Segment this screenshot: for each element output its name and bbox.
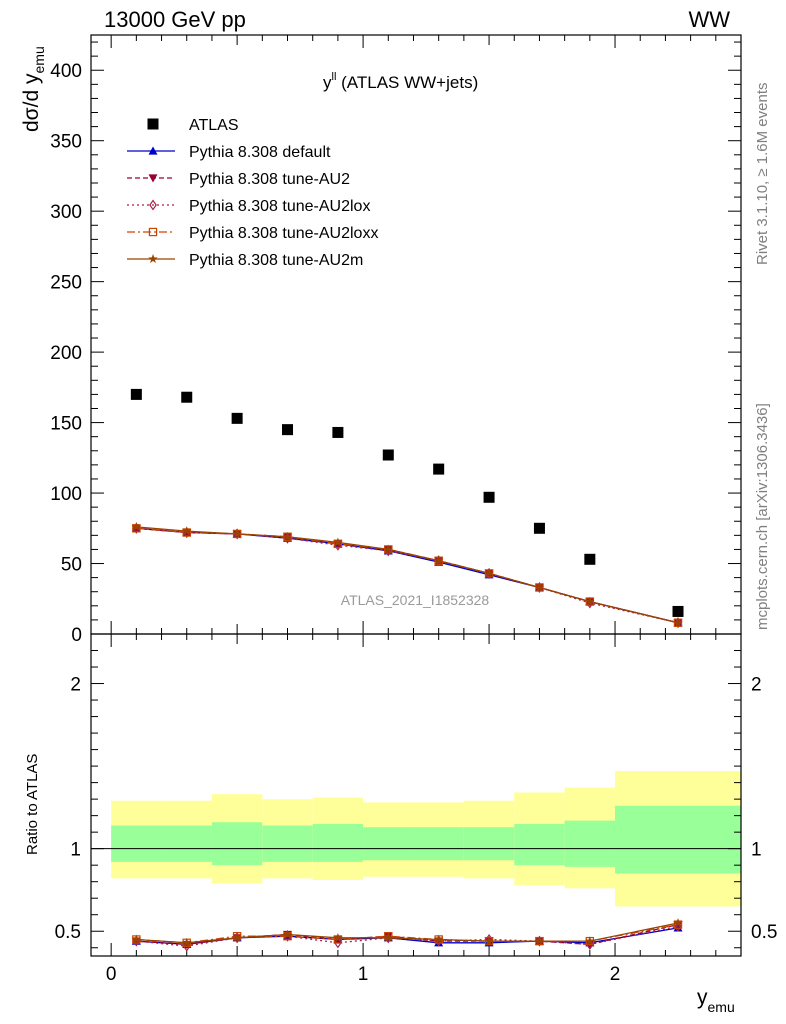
legend-marker-4 — [148, 227, 158, 237]
main-plot-area — [91, 35, 741, 634]
ratio-series-marker-5 — [673, 918, 683, 927]
ratio-series-marker-5 — [282, 929, 293, 939]
legend-marker-0 — [147, 118, 159, 130]
main-y-tick-label: 400 — [50, 61, 82, 82]
ratio-series-line-3 — [136, 925, 679, 947]
ratio-x-tick-label: 0 — [106, 964, 117, 985]
ratio-plot-border — [90, 633, 742, 957]
ratio-plot-frame: 0.5 0.5 1 1 2 2 0 1 2 — [55, 633, 777, 985]
atlas-data-point — [382, 449, 394, 461]
ratio-y-tick-label: 2 — [70, 675, 81, 696]
ratio-y-tick-label: 1 — [70, 840, 81, 861]
main-y-axis-label: dσ/d yemu — [20, 46, 47, 132]
ratio-inner-band — [564, 820, 616, 867]
ratio-series-marker-5 — [383, 932, 393, 942]
ratio-inner-band — [514, 823, 565, 866]
ratio-y-axis-label: Ratio to ATLAS — [24, 754, 41, 855]
ratio-y-tick-label-right: 1 — [751, 840, 762, 861]
watermark-analysis-id: ATLAS_2021_I1852328 — [341, 592, 490, 608]
legend-label-0: ATLAS — [189, 117, 239, 134]
ratio-series-marker-5 — [131, 934, 142, 944]
main-series-marker-5 — [182, 526, 192, 536]
main-y-tick-label: 350 — [50, 132, 82, 153]
atlas-data-point — [584, 553, 596, 565]
main-y-tick-label: 50 — [61, 555, 82, 576]
legend-label-3: Pythia 8.308 tune-AU2lox — [189, 198, 370, 215]
ratio-inner-band — [615, 805, 741, 874]
atlas-data-point — [130, 388, 142, 400]
main-y-tick-label: 0 — [71, 625, 82, 646]
main-y-tick-label: 100 — [50, 484, 82, 505]
legend-marker-3 — [149, 199, 157, 211]
main-series-marker-5 — [534, 582, 545, 592]
chart-title: yll (ATLAS WW+jets) — [323, 71, 478, 92]
ratio-plot-marks — [131, 918, 683, 952]
main-series-marker-5 — [232, 528, 242, 538]
legend-marker-2 — [148, 174, 158, 183]
legend-marker-1 — [148, 146, 158, 155]
main-series-marker-5 — [433, 555, 444, 565]
main-y-tick-label: 200 — [50, 343, 82, 364]
atlas-data-point — [483, 491, 495, 503]
main-plot-marks — [130, 388, 684, 629]
ratio-inner-band — [312, 823, 364, 862]
ratio-x-tick-label: 1 — [358, 964, 369, 985]
legend: ATLAS Pythia 8.308 default Pythia 8.308 tu… — [127, 117, 378, 269]
ratio-series-marker-5 — [232, 932, 242, 942]
ratio-inner-band — [463, 827, 515, 861]
ratio-y-tick-label: 0.5 — [55, 922, 81, 943]
atlas-data-point — [181, 391, 193, 403]
ratio-inner-band — [262, 825, 313, 862]
main-series-marker-5 — [673, 617, 683, 627]
atlas-data-point — [533, 522, 545, 534]
ratio-plot-background — [91, 634, 741, 956]
ratio-series-marker-5 — [534, 936, 545, 946]
ratio-y-tick-label-right: 0.5 — [751, 922, 777, 943]
ratio-inner-band — [111, 825, 162, 862]
main-plot-background — [91, 35, 741, 634]
main-plot-frame: 0 50 100 150 200 250 300 350 400 — [50, 34, 742, 646]
ratio-inner-band — [161, 825, 212, 862]
main-series-marker-5 — [282, 531, 293, 541]
ratio-series-marker-5 — [585, 936, 595, 946]
main-series-marker-5 — [333, 537, 343, 547]
main-y-tick-label: 250 — [50, 273, 82, 294]
main-series-marker-5 — [383, 544, 393, 554]
main-y-tick-label: 150 — [50, 414, 82, 435]
ratio-inner-band — [211, 822, 263, 866]
x-axis-label: yemu — [697, 986, 735, 1015]
atlas-data-point — [332, 426, 344, 438]
legend-marker-5 — [148, 254, 158, 263]
ratio-series-marker-5 — [433, 934, 444, 944]
ratio-series-marker-5 — [182, 937, 192, 947]
legend-label-2: Pythia 8.308 tune-AU2 — [189, 171, 350, 188]
ratio-inner-band — [363, 827, 414, 861]
main-series-marker-5 — [585, 596, 595, 606]
atlas-data-point — [231, 412, 243, 424]
atlas-data-point — [282, 424, 294, 436]
ratio-x-tick-label: 2 — [610, 964, 621, 985]
ratio-inner-band — [413, 827, 464, 861]
ratio-series-marker-5 — [484, 936, 494, 946]
main-series-marker-5 — [131, 521, 142, 531]
legend-label-5: Pythia 8.308 tune-AU2m — [189, 252, 363, 269]
legend-label-4: Pythia 8.308 tune-AU2loxx — [189, 225, 378, 242]
header-process-label: 13000 GeV pp — [104, 7, 246, 32]
ratio-series-marker-3 — [334, 937, 342, 949]
header-channel-label: WW — [688, 7, 730, 32]
ratio-series-marker-5 — [333, 932, 343, 942]
atlas-data-point — [433, 463, 445, 475]
main-series-marker-5 — [484, 568, 494, 578]
ratio-y-tick-label-right: 2 — [751, 675, 762, 696]
atlas-data-point — [672, 605, 684, 617]
legend-label-1: Pythia 8.308 default — [189, 144, 331, 161]
main-y-tick-label: 300 — [50, 202, 82, 223]
